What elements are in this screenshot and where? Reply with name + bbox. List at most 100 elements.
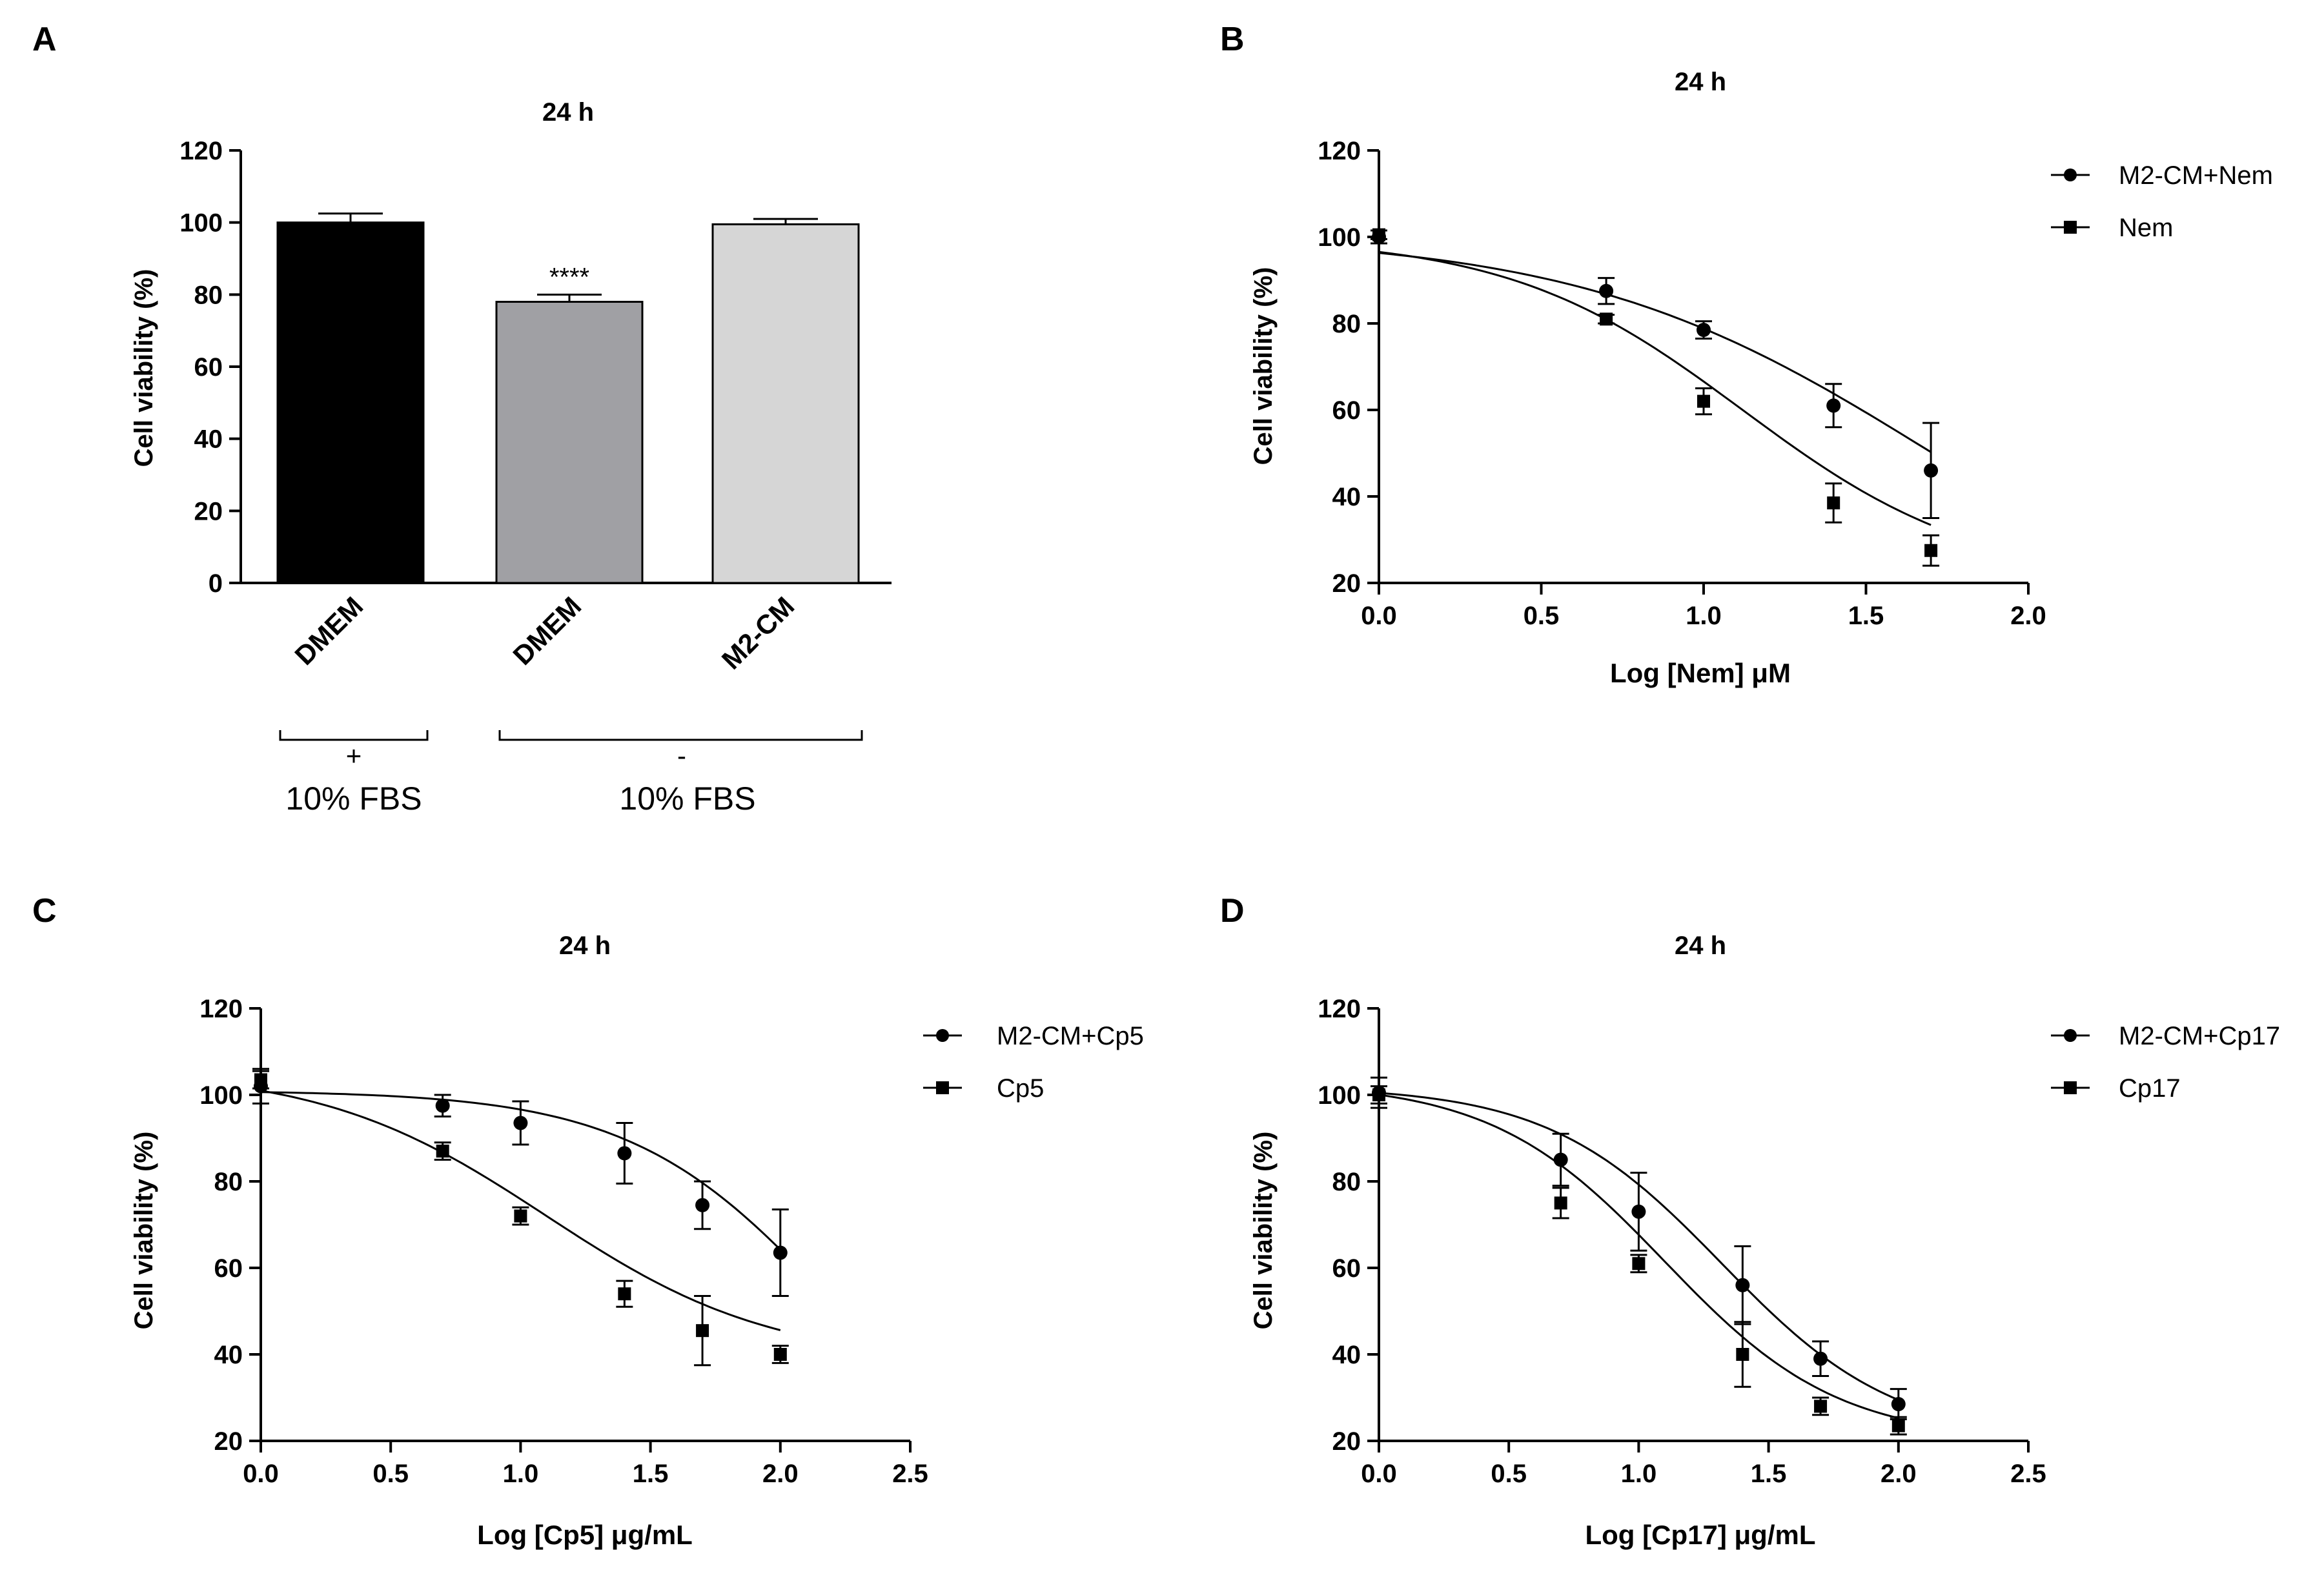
- y-tick-label-c-1: 40: [214, 1341, 243, 1369]
- panel-label-a: A: [32, 21, 57, 58]
- y-axis-label-b: Cell viability (%): [1249, 267, 1278, 465]
- y-tick-label-c-4: 100: [199, 1081, 243, 1110]
- y-axis-label-c: Cell viability (%): [130, 1132, 158, 1330]
- x-tick-label-a-0: DMEM: [289, 591, 369, 671]
- data-point-c-0-3: [617, 1146, 632, 1161]
- y-tick-label-c-5: 120: [199, 995, 243, 1023]
- y-tick-label-c-2: 60: [214, 1254, 243, 1283]
- plot-area-b: 20 40 60 80 100 120 0.0 0.5 1.0 1.5 2.0: [1318, 137, 2046, 630]
- x-tick-label-d-0: 0.0: [1361, 1460, 1397, 1488]
- x-tick-label-b-0: 0.0: [1361, 602, 1397, 630]
- x-tick-label-d-1: 0.5: [1491, 1460, 1527, 1488]
- panel-d: D 24 h Cell viability (%) Log [Cp17] μg/…: [1220, 892, 2280, 1550]
- y-tick-label-d-2: 60: [1332, 1254, 1361, 1283]
- x-axis-label-b: Log [Nem] μM: [1610, 658, 1791, 688]
- data-point-d-1-3: [1736, 1348, 1749, 1361]
- y-tick-label-d-5: 120: [1318, 995, 1361, 1023]
- panel-a: A 24 h Cell viability (%) 0 20 40 60 80 100 12…: [32, 21, 892, 817]
- bar-a-2: [711, 223, 860, 584]
- legend-marker-d-0: [2064, 1029, 2077, 1042]
- data-point-b-1-0: [1372, 228, 1385, 241]
- data-point-d-1-5: [1891, 1419, 1905, 1432]
- data-point-d-0-2: [1631, 1204, 1646, 1219]
- x-tick-label-c-1: 0.5: [372, 1460, 409, 1488]
- x-tick-label-b-2: 1.0: [1686, 602, 1722, 630]
- plot-area-c: 20 40 60 80 100 120 0.0 0.5 1.0 1.5 2.0 2.5: [199, 995, 928, 1488]
- y-tick-label-a-1: 20: [194, 497, 223, 525]
- data-point-c-0-1: [435, 1098, 450, 1113]
- fit-curve-d-1: [1378, 1094, 1899, 1420]
- y-tick-label-d-1: 40: [1332, 1341, 1361, 1369]
- data-point-d-0-4: [1813, 1351, 1828, 1366]
- data-point-c-0-4: [695, 1198, 710, 1212]
- x-tick-label-c-0: 0.0: [243, 1460, 279, 1488]
- chart-title-a: 24 h: [542, 98, 594, 127]
- group-label-a-1: 10% FBS: [619, 780, 755, 817]
- data-point-d-1-1: [1554, 1196, 1567, 1210]
- y-axis-label-a: Cell viability (%): [130, 269, 158, 467]
- x-tick-label-d-3: 1.5: [1751, 1460, 1787, 1488]
- y-tick-label-b-3: 80: [1332, 310, 1361, 338]
- data-point-b-1-4: [1924, 544, 1938, 557]
- y-tick-label-a-0: 0: [209, 569, 223, 598]
- data-point-c-1-0: [254, 1073, 267, 1086]
- data-point-d-0-5: [1891, 1397, 1906, 1412]
- x-tick-label-c-5: 2.5: [892, 1460, 928, 1488]
- legend-marker-b-0: [2064, 168, 2077, 181]
- x-tick-label-b-3: 1.5: [1848, 602, 1884, 630]
- legend-marker-c-1: [936, 1081, 949, 1094]
- data-point-d-1-2: [1632, 1257, 1646, 1270]
- panel-label-c: C: [32, 892, 57, 930]
- y-tick-label-b-0: 20: [1332, 569, 1361, 598]
- data-point-c-1-1: [436, 1145, 449, 1158]
- data-point-b-0-1: [1599, 283, 1614, 298]
- y-tick-label-d-0: 20: [1332, 1427, 1361, 1456]
- panel-label-d: D: [1220, 892, 1245, 930]
- y-tick-label-d-4: 100: [1318, 1081, 1361, 1110]
- bar-a-0: [276, 221, 425, 584]
- data-point-b-0-3: [1826, 398, 1841, 413]
- y-tick-label-d-3: 80: [1332, 1168, 1361, 1196]
- group-bracket-a-0: + 10% FBS: [279, 730, 429, 817]
- group-sign-a-1: -: [677, 740, 686, 771]
- group-label-a-0: 10% FBS: [285, 780, 422, 817]
- data-point-b-1-3: [1827, 496, 1840, 510]
- legend-marker-b-1: [2064, 221, 2077, 234]
- y-tick-label-a-2: 40: [194, 425, 223, 454]
- y-axis-label-d: Cell viability (%): [1249, 1132, 1278, 1330]
- data-point-b-1-1: [1600, 312, 1613, 326]
- fit-curve-c-1: [260, 1089, 781, 1331]
- legend-label-d-0: M2-CM+Cp17: [2119, 1022, 2280, 1050]
- y-tick-label-c-3: 80: [214, 1168, 243, 1196]
- data-point-c-1-3: [618, 1287, 631, 1301]
- legend-label-d-1: Cp17: [2119, 1074, 2181, 1103]
- x-tick-label-a-2: M2-CM: [716, 591, 800, 675]
- legend-d: M2-CM+Cp17 Cp17: [2051, 1022, 2280, 1103]
- panel-label-b: B: [1220, 21, 1245, 58]
- legend-marker-d-1: [2064, 1081, 2077, 1094]
- data-point-b-1-2: [1697, 394, 1710, 408]
- y-tick-label-c-0: 20: [214, 1427, 243, 1456]
- y-tick-label-a-6: 120: [179, 137, 223, 165]
- data-point-b-0-4: [1924, 463, 1939, 478]
- data-point-c-1-5: [773, 1348, 787, 1361]
- y-tick-label-b-1: 40: [1332, 483, 1361, 511]
- bars-a: ****: [276, 212, 860, 584]
- data-point-c-0-5: [773, 1245, 788, 1260]
- data-point-c-0-2: [513, 1116, 528, 1130]
- data-point-c-1-2: [514, 1209, 527, 1223]
- x-tick-label-d-2: 1.0: [1621, 1460, 1657, 1488]
- bar-a-1: [495, 301, 644, 584]
- legend-label-b-0: M2-CM+Nem: [2119, 161, 2273, 190]
- x-tick-label-b-1: 0.5: [1524, 602, 1560, 630]
- x-axis-label-c: Log [Cp5] μg/mL: [477, 1520, 693, 1550]
- legend-b: M2-CM+Nem Nem: [2051, 161, 2273, 242]
- data-point-d-1-4: [1814, 1400, 1828, 1413]
- y-tick-label-b-4: 100: [1318, 223, 1361, 252]
- legend-c: M2-CM+Cp5 Cp5: [923, 1022, 1144, 1103]
- legend-marker-c-0: [936, 1029, 949, 1042]
- panel-b: B 24 h Cell viability (%) Log [Nem] μM 2…: [1220, 21, 2273, 688]
- x-tick-label-d-5: 2.5: [2010, 1460, 2046, 1488]
- group-sign-a-0: +: [346, 740, 362, 771]
